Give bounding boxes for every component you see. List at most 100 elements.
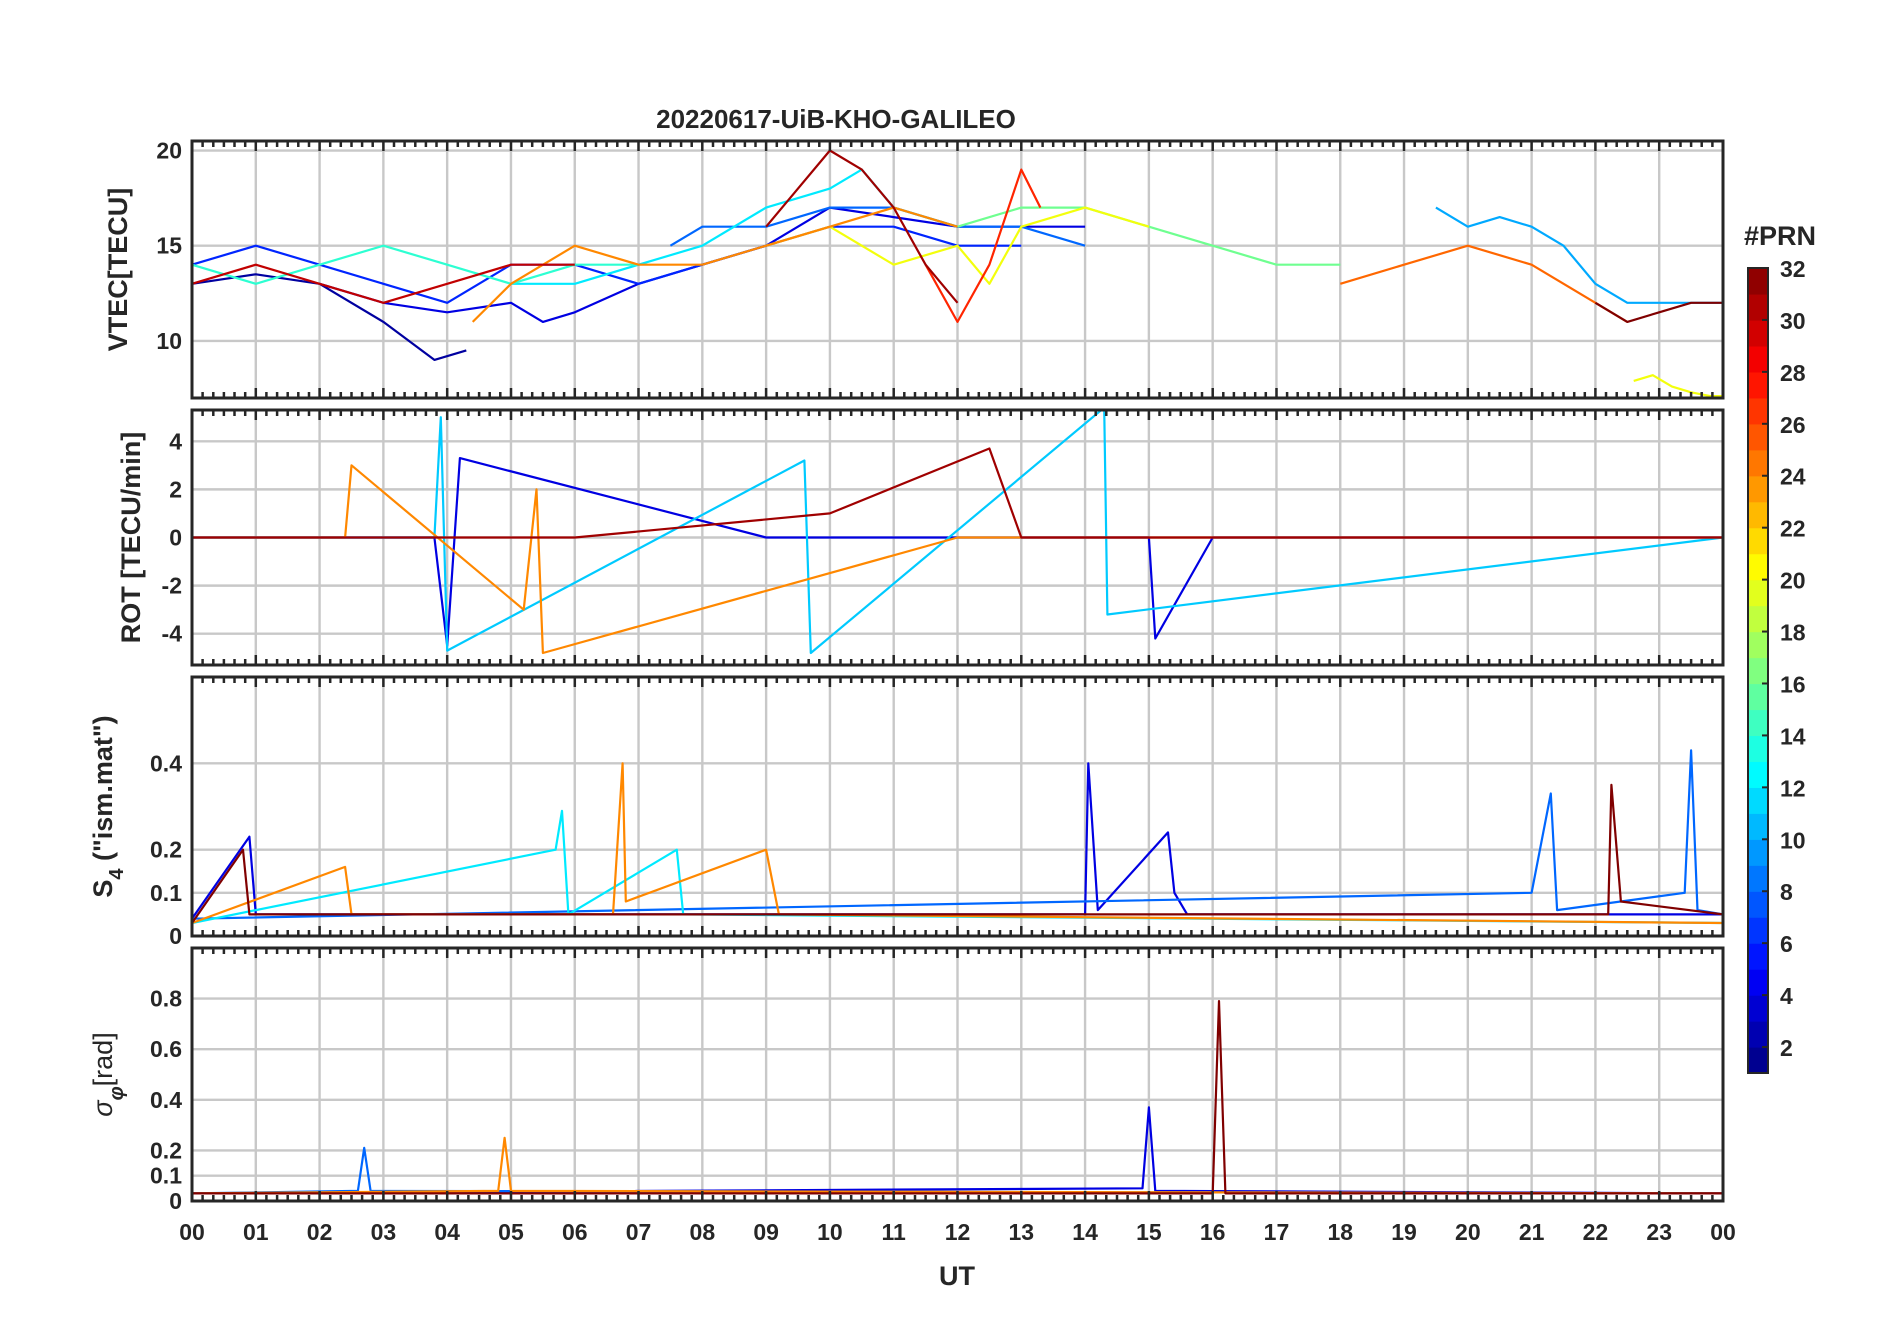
series-line-prn-24 <box>192 762 1723 925</box>
colorbar-segment <box>1748 319 1768 347</box>
y-tick-label: 20 <box>156 138 182 164</box>
colorbar-segment <box>1748 527 1768 555</box>
series-group <box>192 749 1723 925</box>
axes-frame <box>190 946 1725 1203</box>
series-line-prn-24 <box>192 1136 1723 1195</box>
series-line-prn-24 <box>192 464 1723 655</box>
x-tick-label: 22 <box>1583 1219 1609 1245</box>
colorbar-tick-label: 28 <box>1780 360 1806 386</box>
x-tick-label: 12 <box>945 1219 971 1245</box>
series-line-prn-24 <box>471 206 958 323</box>
colorbar-segment <box>1748 345 1768 373</box>
colorbar-segment <box>1748 1047 1768 1074</box>
y-axis-label: σφ[rad] <box>88 1032 128 1116</box>
colorbar-tick-label: 2 <box>1780 1035 1793 1061</box>
x-tick-label: 20 <box>1455 1219 1481 1245</box>
series-line-prn-32 <box>192 999 1723 1195</box>
colorbar-segment <box>1748 891 1768 918</box>
colorbar-segment <box>1748 371 1768 399</box>
x-tick-label: 09 <box>753 1219 779 1245</box>
series-line-prn-32 <box>1594 301 1723 323</box>
x-tick-labels: 00 01 02 03 04 05 06 07 08 09 10 11 12 13 14 15 16 17 18 19… <box>179 1219 1736 1245</box>
x-tick-label: 11 <box>882 1219 907 1245</box>
x-tick-label: 05 <box>498 1219 524 1245</box>
y-tick-label: 0 <box>169 525 182 551</box>
x-tick-label: 02 <box>307 1219 333 1245</box>
colorbar-segment <box>1748 423 1768 451</box>
colorbar-segment <box>1748 268 1768 295</box>
colorbar-tick-label: 18 <box>1780 620 1806 646</box>
colorbar-segment <box>1748 579 1768 607</box>
series-line-prn-10 <box>1435 206 1723 304</box>
colorbar-segment <box>1748 293 1768 321</box>
series-line-prn-31 <box>192 447 1723 539</box>
colorbar-tick-label: 4 <box>1780 983 1793 1009</box>
series-line-prn-20 <box>765 206 1150 285</box>
colorbar-segment <box>1748 605 1768 633</box>
series-line-prn-11 <box>192 410 1723 655</box>
series-line-prn-25 <box>1339 244 1628 323</box>
x-tick-label: 10 <box>817 1219 843 1245</box>
colorbar-segment <box>1748 475 1768 503</box>
colorbar-tick-label: 8 <box>1780 879 1793 905</box>
x-tick-label: 00 <box>179 1219 205 1245</box>
y-tick-label: -4 <box>162 621 183 647</box>
series-group <box>192 149 1723 398</box>
y-tick-label: 4 <box>169 428 182 454</box>
x-tick-label: 14 <box>1072 1219 1098 1245</box>
series-line-prn-8 <box>669 206 1086 247</box>
y-tick-label: 0.6 <box>150 1036 182 1062</box>
y-axis-label: S4 ("ism.mat") <box>88 715 128 897</box>
x-tick-label: 15 <box>1136 1219 1162 1245</box>
axes-frame <box>190 139 1725 400</box>
colorbar-segment <box>1748 501 1768 529</box>
y-tick-label: -2 <box>162 573 182 599</box>
series-group <box>192 999 1723 1195</box>
colorbar-tick-label: 30 <box>1780 308 1806 334</box>
colorbar-frame <box>1747 267 1769 1074</box>
x-tick-label: 18 <box>1327 1219 1353 1245</box>
colorbar-segment <box>1748 735 1768 762</box>
colorbar-tick-label: 6 <box>1780 931 1793 957</box>
colorbar-segment <box>1748 995 1768 1022</box>
series-line-prn-4 <box>192 457 1723 647</box>
x-tick-label: 01 <box>243 1219 269 1245</box>
y-tick-label: 0 <box>169 923 182 949</box>
colorbar-segment <box>1748 761 1768 788</box>
series-line-prn-30 <box>192 263 575 304</box>
y-tick-label: 0.1 <box>150 880 182 906</box>
series-line-prn-4 <box>192 762 1723 920</box>
y-tick-label: 0.4 <box>150 1087 182 1113</box>
panel-2: -4 -2 0 2 4 ROT [TECU/min] <box>116 408 1725 667</box>
colorbar-segment <box>1748 449 1768 477</box>
colorbar-segment <box>1748 657 1768 685</box>
y-tick-label: 0.1 <box>150 1163 182 1189</box>
x-tick-label: 03 <box>371 1219 397 1245</box>
colorbar-segment <box>1748 1021 1768 1048</box>
y-axis-label: VTEC[TECU] <box>103 188 133 352</box>
colorbar-segment <box>1748 917 1768 944</box>
x-tick-label: 16 <box>1200 1219 1226 1245</box>
y-tick-label: 10 <box>156 328 182 354</box>
x-tick-label: 13 <box>1008 1219 1034 1245</box>
colorbar-tick-label: 10 <box>1780 827 1806 853</box>
x-tick-label: 08 <box>690 1219 716 1245</box>
y-tick-label: 0 <box>169 1188 182 1214</box>
y-tick-label: 0.4 <box>150 750 182 776</box>
colorbar-tick-label: 24 <box>1780 464 1806 490</box>
x-tick-label: 06 <box>562 1219 588 1245</box>
panel-1: 10 15 20 VTEC[TECU] <box>103 138 1725 400</box>
colorbar-segment <box>1748 839 1768 866</box>
colorbar-tick-label: 12 <box>1780 775 1806 801</box>
colorbar-segment <box>1748 683 1768 711</box>
y-axis-label: ROT [TECU/min] <box>116 432 146 643</box>
y-tick-label: 0.8 <box>150 986 182 1012</box>
colorbar-label: #PRN <box>1744 221 1816 251</box>
colorbar-segment <box>1748 969 1768 996</box>
series-line-prn-27 <box>924 168 1042 323</box>
chart-title: 20220617-UiB-KHO-GALILEO <box>656 104 1016 134</box>
panel-4: 00.10.2 0.4 0.6 0.8 σφ[rad] <box>88 946 1725 1214</box>
series-line-prn-2 <box>192 273 467 361</box>
